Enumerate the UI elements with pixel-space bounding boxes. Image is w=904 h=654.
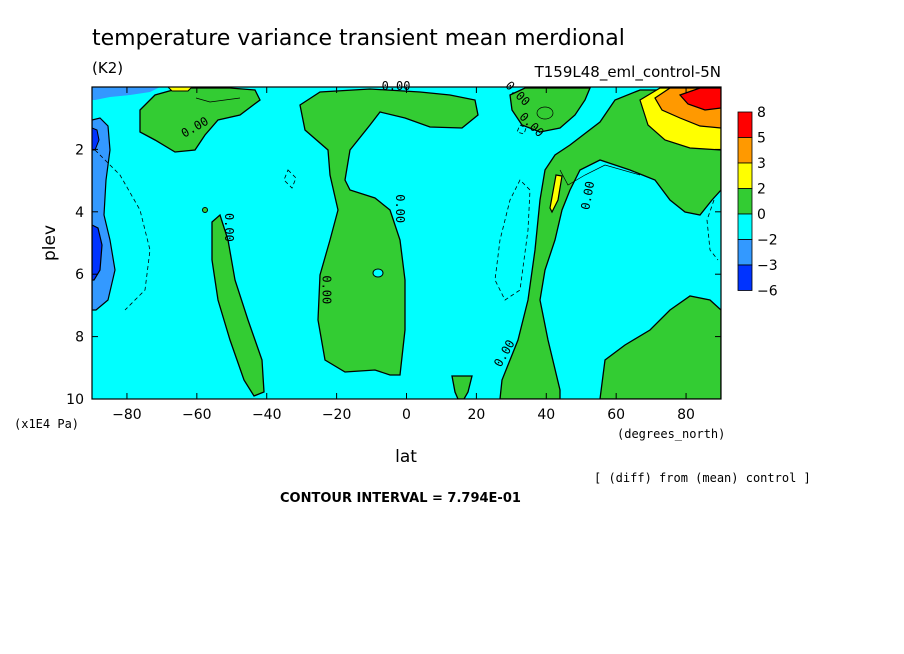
shade-dark-blue-upper — [92, 127, 100, 151]
colorbar-label: 2 — [757, 182, 766, 198]
x-tick-label: 40 — [537, 407, 555, 423]
colorbar-swatch — [737, 137, 753, 164]
colorbar-swatch — [737, 239, 753, 266]
shade-green-center — [299, 88, 479, 376]
y-axis: 2 4 6 8 10 — [66, 142, 721, 408]
x-tick-label: 60 — [607, 407, 625, 423]
x-tick-label: −40 — [252, 407, 282, 423]
colorbar-swatch — [737, 188, 753, 215]
colorbar-label: 8 — [757, 105, 766, 121]
zero-contour-label: 0.00 — [578, 180, 597, 211]
colorbar-label: −6 — [757, 284, 778, 300]
y-tick-label: 2 — [75, 142, 84, 158]
cyan-hole — [372, 268, 384, 278]
y-tick-label: 4 — [75, 205, 84, 221]
x-tick-label: −60 — [182, 407, 212, 423]
shade-blue-top-left — [92, 87, 160, 100]
shade-green-right — [499, 87, 721, 399]
colorbar-swatch — [737, 264, 753, 291]
zero-contour-label: 0.00 — [382, 79, 411, 93]
colorbar-label: 0 — [757, 207, 766, 223]
small-contour-dot — [202, 207, 208, 213]
footnote: [ (diff) from (mean) control ] — [594, 471, 811, 485]
shade-yellow-streak — [549, 174, 563, 214]
negative-contours — [94, 124, 719, 311]
x-axis: −80 −60 −40 −20 0 20 40 60 80 — [112, 87, 695, 423]
colorbar-swatch — [737, 162, 753, 189]
chart-title: temperature variance transient mean merd… — [92, 26, 625, 51]
x-tick-label: 0 — [402, 407, 411, 423]
colorbar-swatch — [737, 213, 753, 240]
positive-contours — [195, 97, 641, 186]
shade-dark-blue-left — [92, 224, 103, 281]
shade-green-bottom-small — [451, 375, 473, 399]
shade-green-upper-right — [509, 87, 591, 133]
shade-yellow-top-left — [167, 87, 193, 92]
y-axis-label: plev — [40, 225, 60, 261]
y-unit-label: (x1E4 Pa) — [14, 417, 79, 431]
colorbar-label: −2 — [757, 233, 778, 249]
shade-green-bottom-right — [599, 295, 721, 399]
x-tick-label: −20 — [322, 407, 352, 423]
x-tick-label: 80 — [677, 407, 695, 423]
zero-contour-label: 0.00 — [393, 194, 407, 223]
contour-field — [92, 87, 721, 399]
colorbar-label: 5 — [757, 131, 766, 147]
x-tick-label: 20 — [467, 407, 485, 423]
zero-contour-label: 0.00 — [320, 275, 334, 304]
shade-red-right — [678, 87, 721, 111]
colorbar: 8 5 3 2 0 −2 −3 −6 — [737, 105, 778, 300]
x-unit-label: (degrees_north) — [617, 427, 725, 441]
y-tick-label: 6 — [75, 267, 84, 283]
x-axis-label: lat — [395, 447, 417, 467]
x-tick-label: −80 — [112, 407, 142, 423]
y-tick-label: 10 — [66, 392, 84, 408]
y-tick-label: 8 — [75, 330, 84, 346]
colorbar-swatch — [737, 111, 753, 138]
colorbar-label: −3 — [757, 258, 778, 274]
units-label: (K2) — [92, 59, 123, 77]
contour-interval: CONTOUR INTERVAL = 7.794E-01 — [280, 491, 521, 506]
colorbar-label: 3 — [757, 156, 766, 172]
shade-green-diagonal — [211, 213, 265, 397]
experiment-label: T159L48_eml_control-5N — [534, 63, 721, 82]
zero-contour-label: 0.00 — [222, 213, 236, 242]
